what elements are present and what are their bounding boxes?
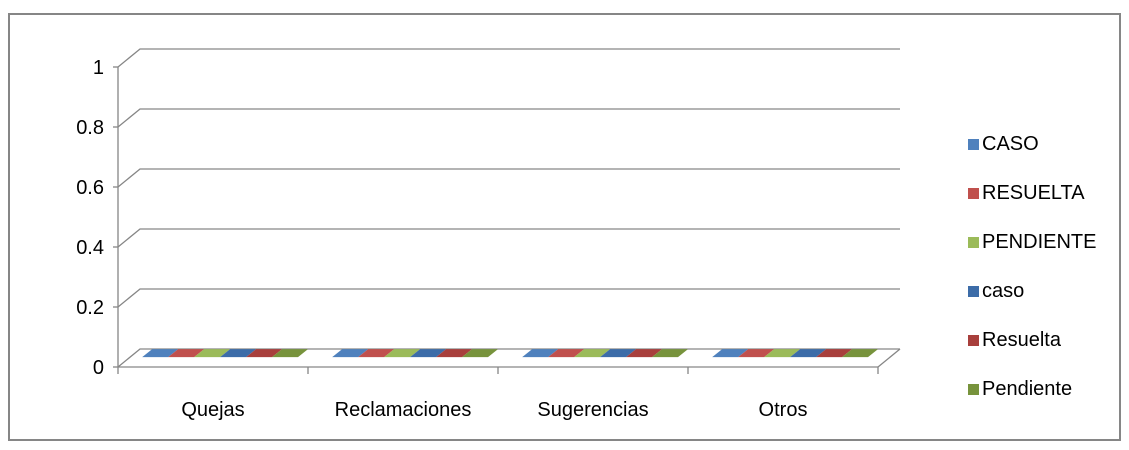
legend-label: caso bbox=[982, 280, 1025, 302]
y-tick-label: 0.2 bbox=[76, 297, 104, 319]
y-tick-label: 0.4 bbox=[76, 237, 104, 259]
x-tick-label: Sugerencias bbox=[537, 399, 648, 421]
bar bbox=[246, 349, 283, 358]
bar bbox=[548, 349, 585, 358]
bar bbox=[220, 349, 257, 358]
axes bbox=[113, 66, 879, 374]
legend-swatch bbox=[968, 187, 979, 199]
legend-swatch bbox=[968, 383, 979, 395]
bar bbox=[142, 349, 179, 358]
legend-label: Pendiente bbox=[982, 378, 1073, 400]
bar bbox=[764, 349, 801, 358]
gridline bbox=[117, 168, 900, 188]
y-tick-label: 1 bbox=[93, 57, 104, 79]
legend-item: Pendiente bbox=[968, 375, 1128, 403]
y-tick-label: 0.6 bbox=[76, 177, 104, 199]
legend-item: caso bbox=[968, 277, 1128, 305]
y-tick-label: 0.8 bbox=[76, 117, 104, 139]
bar bbox=[332, 349, 369, 358]
legend-label: PENDIENTE bbox=[982, 231, 1097, 253]
bar bbox=[522, 349, 559, 358]
legend-label: CASO bbox=[982, 133, 1039, 155]
legend-swatch bbox=[968, 334, 979, 346]
bar bbox=[842, 349, 878, 358]
bar bbox=[738, 349, 775, 358]
chart-frame bbox=[8, 13, 1121, 441]
gridline bbox=[117, 288, 900, 308]
legend-swatch bbox=[968, 236, 979, 248]
y-tick-label: 0 bbox=[93, 357, 104, 379]
legend: CASO RESUELTA PENDIENTE caso Resuelta Pendien… bbox=[968, 130, 1128, 424]
x-tick-label: Quejas bbox=[181, 399, 244, 421]
bar bbox=[790, 349, 827, 358]
legend-item: Resuelta bbox=[968, 326, 1128, 354]
bar bbox=[358, 349, 395, 358]
x-tick-labels: Quejas Reclamaciones Sugerencias Otros bbox=[181, 399, 807, 421]
bar bbox=[600, 349, 637, 358]
bar bbox=[816, 349, 853, 358]
legend-item: PENDIENTE bbox=[968, 228, 1128, 256]
legend-swatch bbox=[968, 138, 979, 150]
legend-label: Resuelta bbox=[982, 329, 1061, 351]
bar bbox=[462, 349, 498, 358]
y-tick-labels: 0 0.2 0.4 0.6 0.8 1 bbox=[76, 57, 104, 379]
gridlines bbox=[117, 48, 900, 368]
legend-swatch bbox=[968, 285, 979, 297]
bar bbox=[574, 349, 611, 358]
bar bbox=[652, 349, 688, 358]
bar bbox=[272, 349, 308, 358]
bar bbox=[626, 349, 663, 358]
legend-item: CASO bbox=[968, 130, 1128, 158]
x-tick-label: Otros bbox=[759, 399, 808, 421]
bar bbox=[436, 349, 473, 358]
bar bbox=[168, 349, 205, 358]
bar bbox=[384, 349, 421, 358]
bar bbox=[712, 349, 749, 358]
gridline bbox=[117, 348, 900, 368]
legend-item: RESUELTA bbox=[968, 179, 1128, 207]
x-tick-label: Reclamaciones bbox=[335, 399, 472, 421]
floor-right-edge bbox=[877, 348, 901, 368]
bar bbox=[194, 349, 231, 358]
gridline bbox=[117, 228, 900, 248]
gridline bbox=[117, 108, 900, 128]
gridline bbox=[117, 48, 900, 68]
bars bbox=[142, 349, 878, 358]
bar bbox=[410, 349, 447, 358]
legend-label: RESUELTA bbox=[982, 182, 1085, 204]
